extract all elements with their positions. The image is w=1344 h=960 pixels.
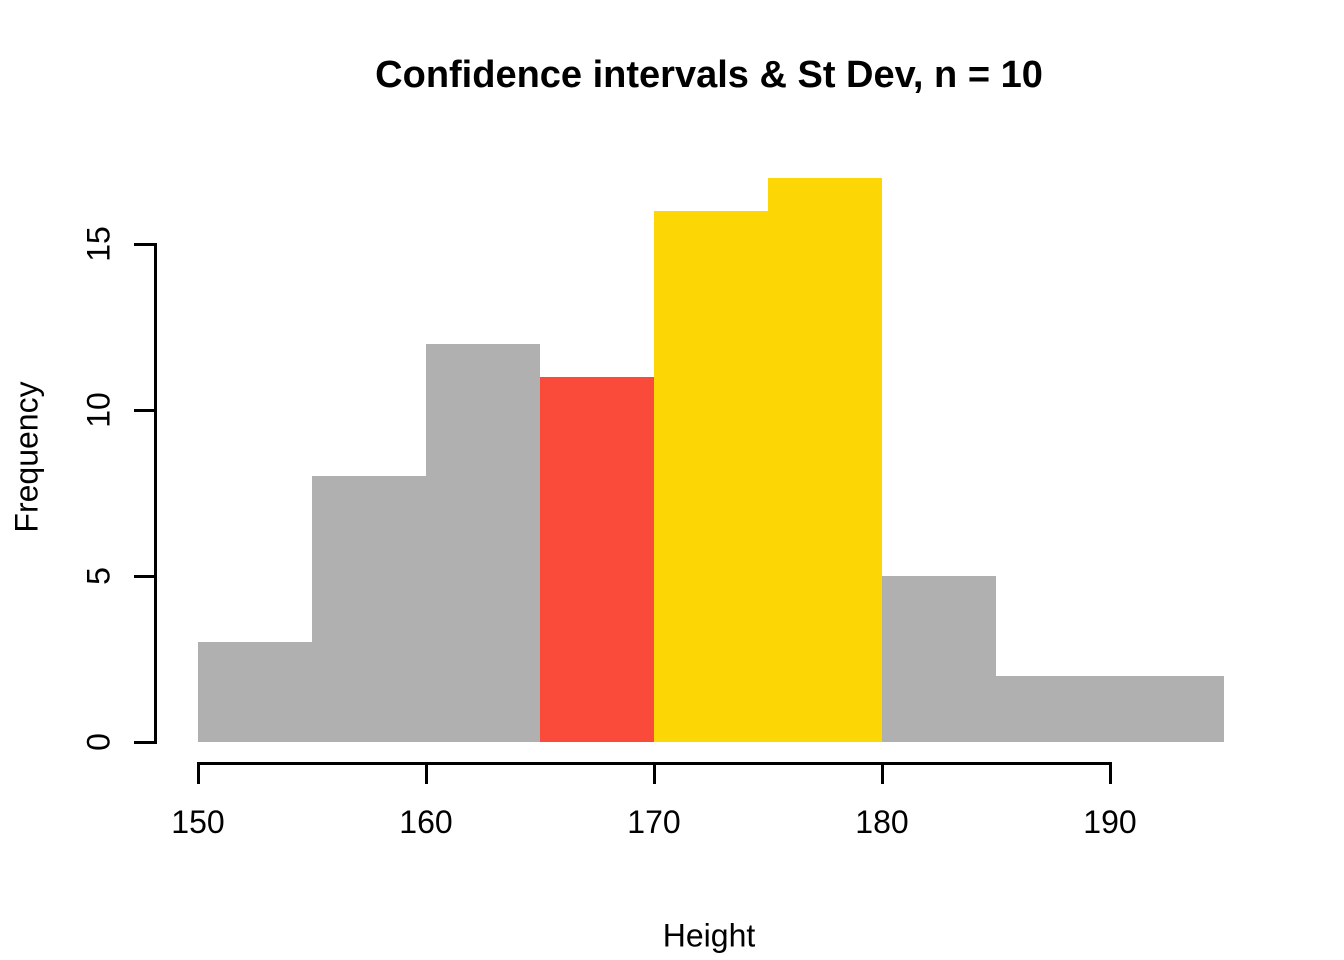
y-axis-tick bbox=[134, 242, 156, 246]
histogram-bar bbox=[882, 576, 996, 742]
x-axis-tick bbox=[652, 762, 656, 784]
y-axis-line bbox=[154, 242, 157, 744]
x-axis-tick-label: 150 bbox=[171, 804, 225, 840]
x-axis-tick-label: 190 bbox=[1083, 804, 1137, 840]
histogram-bar bbox=[1110, 676, 1224, 742]
x-axis-tick bbox=[196, 762, 200, 784]
histogram-bar bbox=[768, 178, 882, 742]
histogram-bar bbox=[540, 377, 654, 742]
y-axis-tick-label: 10 bbox=[80, 392, 117, 428]
x-axis-tick bbox=[880, 762, 884, 784]
x-axis-title: Height bbox=[662, 917, 756, 954]
y-axis-tick-label: 0 bbox=[80, 733, 117, 751]
histogram-bar bbox=[654, 211, 768, 742]
y-axis-tick bbox=[134, 740, 156, 744]
histogram-bar bbox=[312, 476, 426, 742]
histogram-bar bbox=[996, 676, 1110, 742]
x-axis-tick bbox=[424, 762, 428, 784]
x-axis-tick-label: 180 bbox=[855, 804, 909, 840]
histogram-bar bbox=[198, 642, 312, 742]
y-axis-tick bbox=[134, 574, 156, 578]
x-axis-tick bbox=[1108, 762, 1112, 784]
x-axis-tick-label: 160 bbox=[399, 804, 453, 840]
chart-title: Confidence intervals & St Dev, n = 10 bbox=[375, 54, 1043, 96]
histogram-bar bbox=[426, 344, 540, 742]
y-axis-title: Frequency bbox=[8, 381, 45, 533]
y-axis-tick bbox=[134, 408, 156, 412]
x-axis-tick-label: 170 bbox=[627, 804, 681, 840]
y-axis-tick-label: 5 bbox=[80, 567, 117, 585]
y-axis-tick-label: 15 bbox=[80, 226, 117, 262]
